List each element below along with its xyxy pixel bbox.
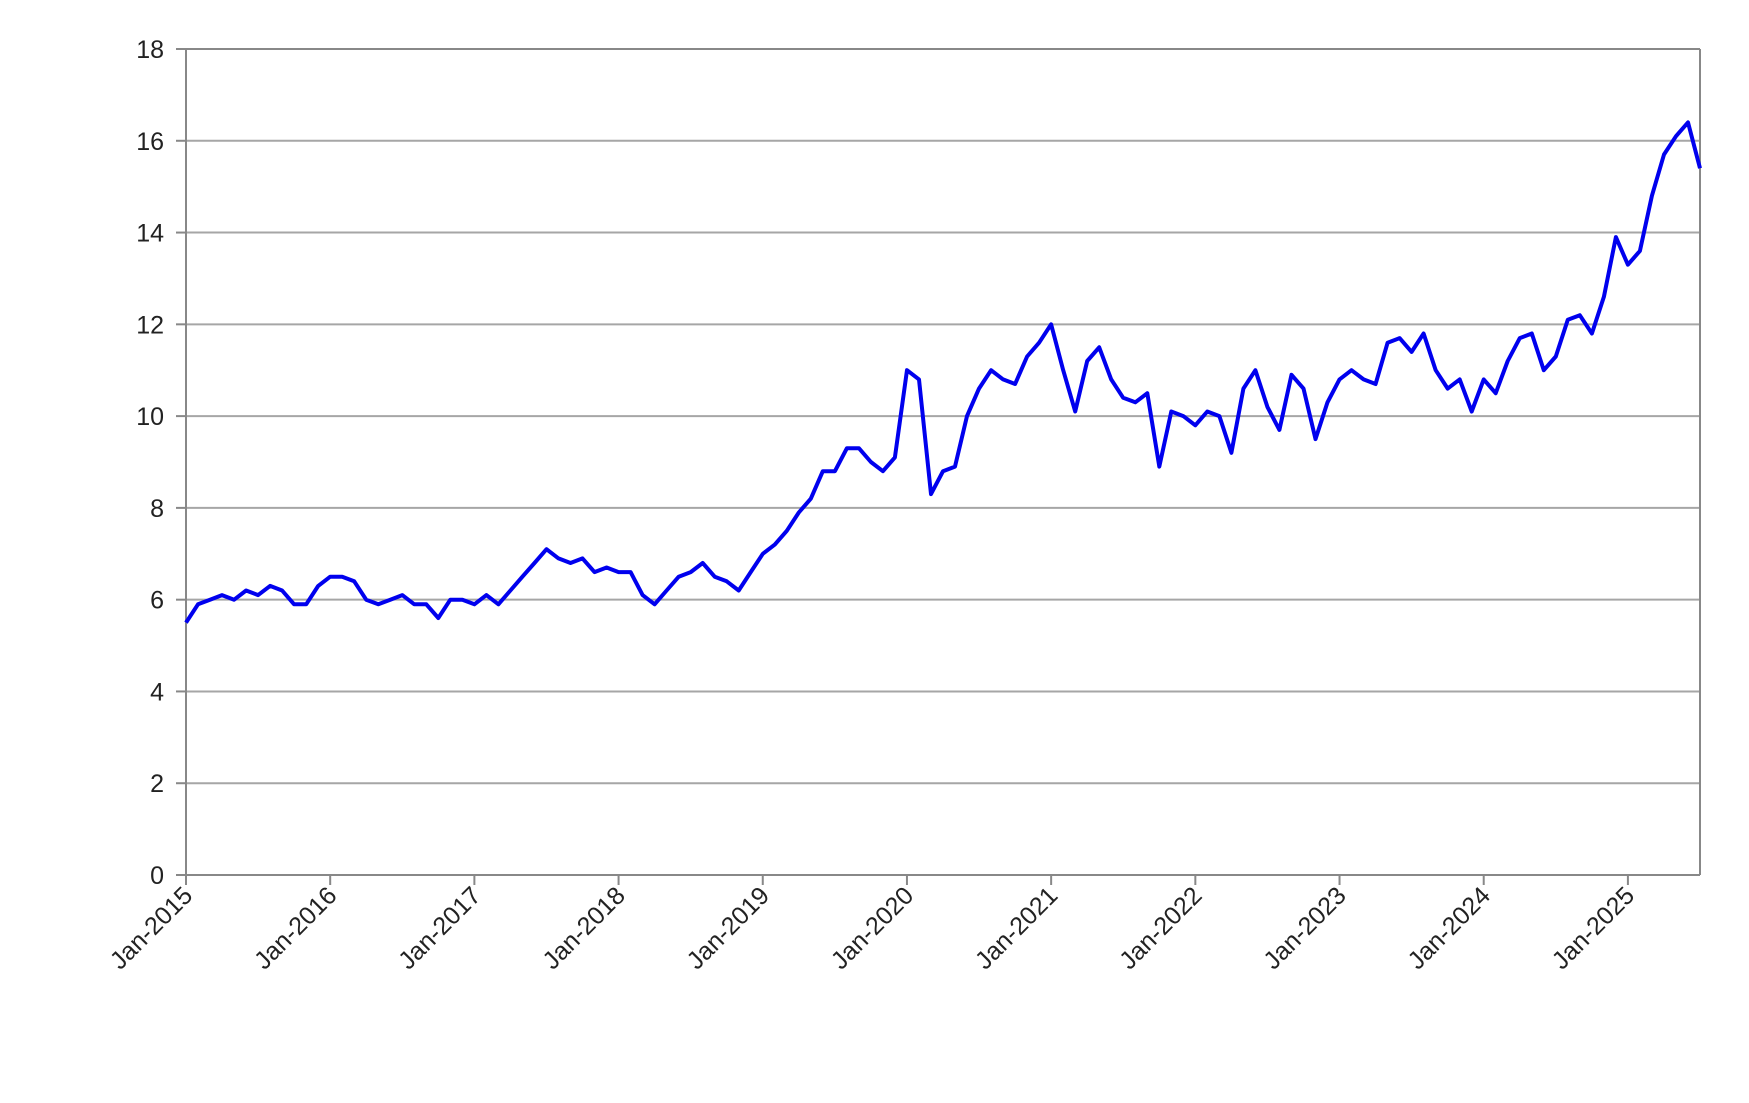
x-tick-label: Jan-2015 (105, 881, 199, 975)
y-tick-label: 12 (136, 311, 164, 339)
x-tick-label: Jan-2018 (537, 881, 631, 975)
x-tick-label: Jan-2024 (1402, 881, 1496, 975)
y-tick-label: 16 (136, 128, 164, 156)
y-tick-label: 0 (150, 862, 164, 890)
x-tick-label: Jan-2025 (1547, 881, 1641, 975)
x-tick-label: Jan-2020 (826, 881, 920, 975)
y-tick-label: 10 (136, 403, 164, 431)
y-tick-label: 2 (150, 770, 164, 798)
y-tick-label: 14 (136, 220, 164, 248)
y-tick-label: 6 (150, 587, 164, 615)
x-tick-label: Jan-2019 (681, 881, 775, 975)
y-tick-label: 8 (150, 495, 164, 523)
y-tick-label: 18 (136, 36, 164, 64)
data-line (184, 120, 1702, 624)
y-tick-label: 4 (150, 678, 164, 706)
x-tick-label: Jan-2017 (393, 881, 487, 975)
x-tick-label: Jan-2016 (249, 881, 343, 975)
x-tick-label: Jan-2022 (1114, 881, 1208, 975)
x-tick-label: Jan-2021 (970, 881, 1064, 975)
x-tick-label: Jan-2023 (1258, 881, 1352, 975)
